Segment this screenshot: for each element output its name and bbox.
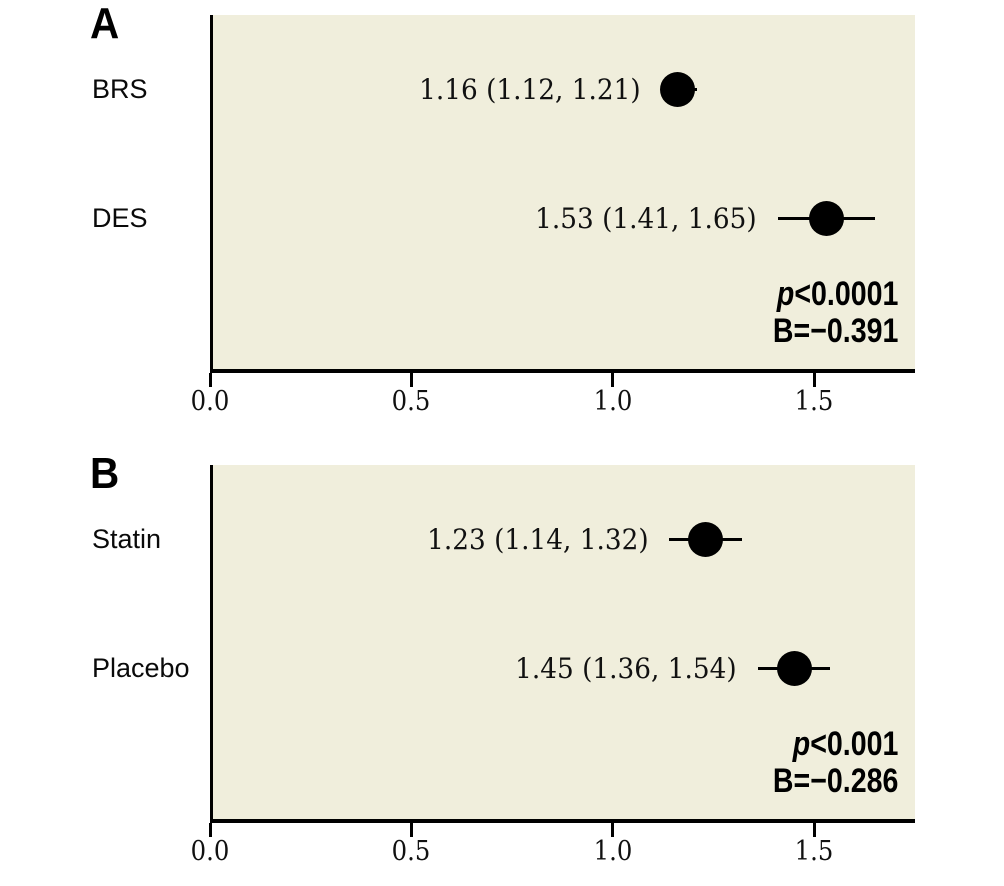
stats-annotation: p<0.001 B=−0.286 — [773, 726, 898, 800]
point-marker — [688, 521, 723, 557]
x-tick-label: 1.5 — [794, 386, 834, 417]
x-tick-mark — [611, 373, 615, 387]
category-label: Statin — [92, 524, 162, 554]
p-value-line: p<0.0001 — [773, 276, 898, 313]
p-value-text: <0.001 — [809, 725, 898, 763]
x-tick-mark — [611, 823, 615, 837]
x-tick-label: 0.0 — [190, 386, 230, 417]
x-tick-mark — [208, 823, 212, 837]
x-tick-label: 0.0 — [190, 836, 230, 867]
point-marker — [776, 650, 812, 686]
value-label: 1.23 (1.14, 1.32) — [426, 522, 649, 556]
x-tick-mark — [409, 373, 413, 387]
x-tick-label: 0.5 — [392, 836, 431, 867]
point-marker — [808, 200, 844, 236]
x-tick-label: 1.0 — [593, 836, 633, 867]
x-tick-label: 1.5 — [794, 836, 834, 867]
x-tick-mark — [208, 373, 212, 387]
plot-area — [210, 15, 915, 373]
value-label: 1.16 (1.12, 1.21) — [418, 72, 641, 106]
plot-area — [210, 465, 915, 823]
category-label: Placebo — [92, 653, 190, 683]
value-label: 1.45 (1.36, 1.54) — [515, 651, 737, 685]
p-value-line: p<0.001 — [773, 726, 898, 763]
panel-label: B — [90, 449, 119, 498]
beta-line: B=−0.391 — [772, 312, 898, 350]
x-tick-label: 0.5 — [392, 386, 431, 417]
x-tick-label: 1.0 — [593, 386, 633, 417]
p-value-text: <0.0001 — [793, 275, 898, 313]
category-label: DES — [92, 203, 148, 233]
x-tick-mark — [409, 823, 413, 837]
value-label: 1.53 (1.41, 1.65) — [535, 201, 758, 235]
x-tick-mark — [812, 373, 816, 387]
x-tick-mark — [812, 823, 816, 837]
p-symbol: p — [776, 275, 794, 313]
stats-annotation: p<0.0001 B=−0.391 — [773, 276, 898, 350]
category-label: BRS — [92, 74, 148, 104]
p-symbol: p — [792, 725, 810, 763]
beta-line: B=−0.286 — [772, 762, 898, 800]
point-marker — [659, 71, 695, 107]
panel-label: A — [90, 0, 119, 48]
